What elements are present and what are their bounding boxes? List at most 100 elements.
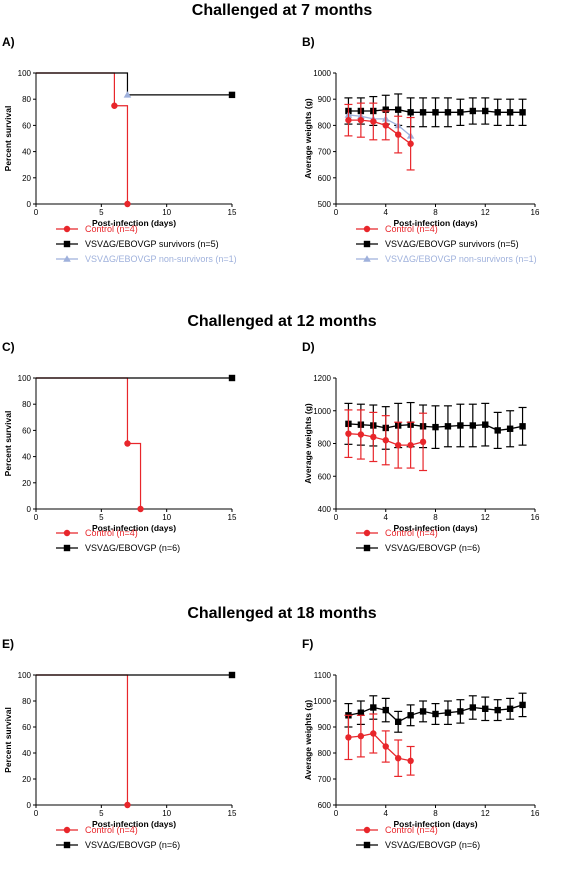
legend-marker [63,841,71,849]
data-point [345,734,352,741]
y-tick-label: 800 [318,440,332,449]
data-point [457,422,464,429]
series-circle [36,377,144,513]
legend-marker [63,529,71,537]
data-point [124,801,131,809]
data-point [111,102,118,109]
legend: Control (n=4) VSVΔG/EBOVGP (n=6) [356,528,480,553]
series-circle [36,674,131,809]
data-point [345,116,352,124]
data-point [357,732,365,740]
y-tick-label: 80 [22,400,31,409]
series-square [36,72,236,99]
survival-line [36,72,232,96]
series-circle [36,72,131,208]
legend-label: Control (n=4) [85,224,138,234]
legend-marker [63,544,71,552]
panel-label: E) [2,637,14,651]
data-point [457,109,464,116]
y-tick-label: 0 [27,200,32,209]
section-title-12-months: Challenged at 12 months [187,313,376,330]
legend: Control (n=4) VSVΔG/EBOVGP (n=6) [356,825,480,850]
y-tick-label: 900 [318,723,332,732]
data-point [432,710,439,718]
data-point [482,705,489,712]
data-point [506,425,514,432]
data-point [228,91,236,99]
section-title-18-months: Challenged at 18 months [187,605,376,622]
y-tick-label: 40 [22,453,31,462]
y-tick-label: 100 [18,374,32,383]
data-point [394,131,402,138]
legend-marker [63,225,71,233]
x-tick-label: 0 [34,809,39,818]
legend-marker [363,544,371,552]
legend-label: VSVΔG/EBOVGP non-survivors (n=1) [85,254,237,264]
data-point [469,704,477,711]
legend-marker [63,826,71,834]
data-point [469,107,477,115]
x-tick-label: 0 [34,513,39,522]
panel-label: F) [302,637,313,651]
legend: Control (n=4) VSVΔG/EBOVGP (n=6) [56,825,180,850]
legend-label: VSVΔG/EBOVGP (n=6) [85,543,180,553]
data-point [228,374,236,382]
y-axis-label: Average weights (g) [303,403,313,484]
x-tick-label: 16 [531,809,540,818]
legend-marker [363,841,371,849]
data-point [394,755,402,762]
data-point [407,109,414,116]
x-axis-label: Post-infection (days) [393,819,477,829]
y-tick-label: 20 [22,775,31,784]
data-point [407,712,414,719]
x-tick-label: 5 [99,809,104,818]
legend: Control (n=4) VSVΔG/EBOVGP survivors (n=5… [356,224,537,264]
legend-marker [363,240,371,248]
data-point [345,430,352,437]
x-tick-label: 5 [99,208,104,217]
data-point [494,109,501,116]
data-point [370,730,377,737]
data-point [457,708,464,715]
series-triangle [344,111,415,139]
y-tick-label: 1000 [313,697,331,706]
series-circle [344,713,415,778]
data-point [419,438,427,446]
data-point [370,433,377,441]
legend: Control (n=4) VSVΔG/EBOVGP (n=6) [56,528,180,553]
y-tick-label: 80 [22,697,31,706]
legend-label: VSVΔG/EBOVGP survivors (n=5) [85,239,219,249]
x-tick-label: 15 [228,809,237,818]
x-tick-label: 8 [433,208,438,217]
panel-label: A) [2,35,15,49]
y-tick-label: 100 [18,671,32,680]
y-tick-label: 600 [318,801,332,810]
x-tick-label: 12 [481,513,490,522]
data-point [394,441,402,449]
chart-panel-e: E) 0 5 10 15 0 20 40 60 80 100 Post-infection (days… [2,637,237,829]
data-point [228,671,236,679]
y-tick-label: 1000 [313,69,331,78]
y-tick-label: 600 [318,174,332,183]
legend-label: Control (n=4) [385,825,438,835]
data-point [394,718,402,725]
y-axis-label: Percent survival [3,411,13,477]
series-circle [344,102,415,171]
series-square [344,692,527,733]
y-axis-label: Average weights (g) [303,98,313,179]
data-point [123,91,132,98]
x-tick-label: 8 [433,809,438,818]
data-point [382,106,389,113]
x-tick-label: 16 [531,513,540,522]
y-tick-label: 400 [318,505,332,514]
x-axis-label: Post-infection (days) [92,819,176,829]
data-point [357,116,365,124]
data-point [519,423,526,430]
x-axis-label: Post-infection (days) [393,218,477,228]
panel-label: D) [302,340,315,354]
legend-label: Control (n=4) [385,528,438,538]
x-tick-label: 15 [228,208,237,217]
x-tick-label: 16 [531,208,540,217]
data-point [394,106,402,113]
chart-panel-c: C) 0 5 10 15 0 20 40 60 80 100 Post-infection (days… [2,340,237,533]
